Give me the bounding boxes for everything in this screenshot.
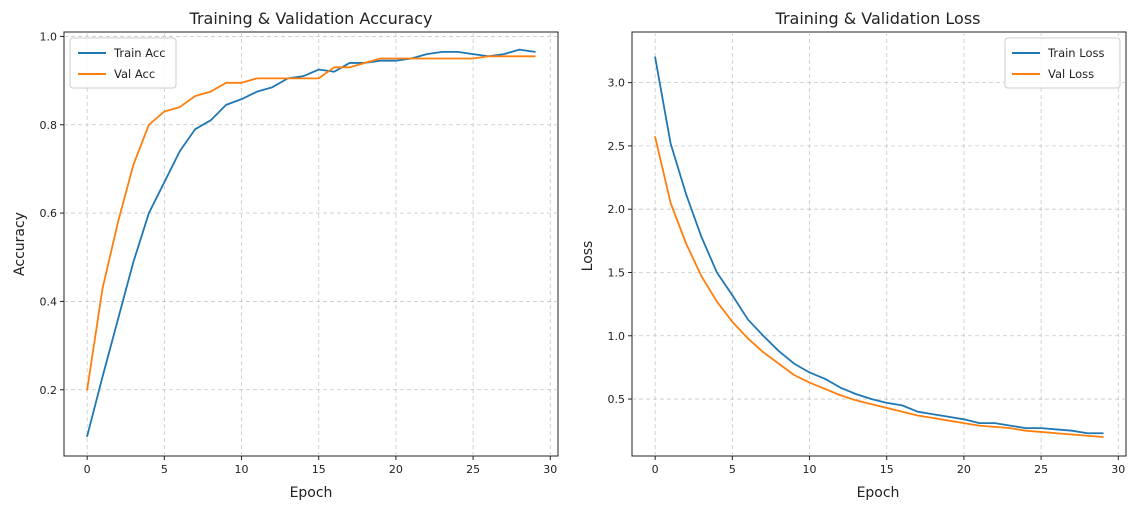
accuracy-x-tick-label: 10 [235,463,249,476]
accuracy-legend-label-val: Val Acc [114,67,155,81]
accuracy-y-ticks: 0.2 0.4 0.6 0.8 1.0 [40,30,64,397]
loss-y-tick-label: 1.5 [608,266,626,279]
loss-chart-title: Training & Validation Loss [775,9,981,28]
loss-series [654,56,1104,438]
accuracy-legend-label-train: Train Acc [113,46,166,60]
loss-grid [632,32,1126,456]
loss-y-tick-label: 2.0 [608,203,626,216]
loss-y-tick-label: 3.0 [608,77,626,90]
accuracy-x-ticks: 0 5 10 15 20 25 30 [84,456,557,476]
loss-y-tick-label: 0.5 [608,393,626,406]
loss-x-tick-label: 5 [729,463,736,476]
loss-legend: Train Loss Val Loss [1004,37,1121,89]
loss-legend-box [1004,37,1121,89]
accuracy-y-tick-label: 0.8 [40,119,58,132]
loss-y-axis-label: Loss [580,241,596,272]
accuracy-x-tick-label: 30 [543,463,557,476]
accuracy-x-axis-label: Epoch [290,485,333,501]
accuracy-x-tick-label: 20 [389,463,403,476]
accuracy-x-tick-label: 0 [84,463,91,476]
loss-plot-area [631,31,1127,457]
accuracy-plot-area [63,31,559,457]
loss-x-tick-label: 0 [652,463,659,476]
loss-x-tick-label: 25 [1034,463,1048,476]
loss-x-tick-label: 20 [957,463,971,476]
accuracy-x-tick-label: 15 [312,463,326,476]
loss-x-ticks: 0 5 10 15 20 25 30 [652,456,1125,476]
accuracy-legend-box [69,37,177,89]
accuracy-series [86,48,536,438]
accuracy-series-line-val-acc [86,55,536,391]
accuracy-y-tick-label: 0.6 [40,207,58,220]
loss-series-line-val-loss [654,136,1104,438]
accuracy-y-tick-label: 1.0 [40,30,58,43]
accuracy-grid [64,32,558,456]
loss-x-axis-label: Epoch [857,485,900,501]
accuracy-y-tick-label: 0.2 [40,384,58,397]
accuracy-x-tick-label: 5 [161,463,168,476]
loss-y-tick-label: 1.0 [608,330,626,343]
accuracy-x-tick-label: 25 [466,463,480,476]
loss-x-tick-label: 15 [880,463,894,476]
accuracy-chart-title: Training & Validation Accuracy [189,9,433,28]
loss-legend-label-val: Val Loss [1048,67,1094,81]
loss-x-tick-label: 30 [1111,463,1125,476]
loss-chart: Training & Validation Loss 0 5 10 15 20 25 30 … [580,9,1127,501]
accuracy-series-line-train-acc [86,48,536,438]
loss-series-line-train-loss [654,56,1104,435]
accuracy-y-tick-label: 0.4 [40,295,58,308]
accuracy-chart: Training & Validation Accuracy 0 5 10 15 20 2… [12,9,559,501]
loss-x-tick-label: 10 [803,463,817,476]
loss-y-ticks: 0.5 1.0 1.5 2.0 2.5 3.0 [608,77,632,406]
loss-y-tick-label: 2.5 [608,140,626,153]
accuracy-y-axis-label: Accuracy [12,212,28,276]
accuracy-legend: Train Acc Val Acc [69,37,177,89]
loss-legend-label-train: Train Loss [1047,46,1104,60]
